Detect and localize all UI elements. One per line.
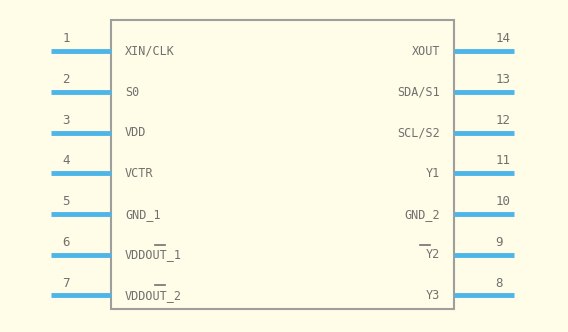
Text: 1: 1 bbox=[62, 33, 70, 45]
Text: XIN/CLK: XIN/CLK bbox=[125, 45, 175, 58]
Text: 14: 14 bbox=[495, 33, 511, 45]
Text: 7: 7 bbox=[62, 277, 70, 290]
Text: Y3: Y3 bbox=[426, 289, 440, 302]
Text: 3: 3 bbox=[62, 114, 70, 127]
Text: GND_2: GND_2 bbox=[404, 208, 440, 221]
Text: S0: S0 bbox=[125, 86, 139, 99]
Bar bbox=[111, 20, 454, 309]
Text: GND_1: GND_1 bbox=[125, 208, 161, 221]
Text: 2: 2 bbox=[62, 73, 70, 86]
Text: 5: 5 bbox=[62, 195, 70, 208]
Text: VCTR: VCTR bbox=[125, 167, 153, 180]
Text: XOUT: XOUT bbox=[412, 45, 440, 58]
Text: Y1: Y1 bbox=[426, 167, 440, 180]
Text: SCL/S2: SCL/S2 bbox=[398, 126, 440, 139]
Text: 13: 13 bbox=[495, 73, 511, 86]
Text: 11: 11 bbox=[495, 154, 511, 167]
Text: 4: 4 bbox=[62, 154, 70, 167]
Text: 6: 6 bbox=[62, 236, 70, 249]
Text: Y2: Y2 bbox=[426, 248, 440, 261]
Text: VDDOUT_2: VDDOUT_2 bbox=[125, 289, 182, 302]
Text: 8: 8 bbox=[495, 277, 503, 290]
Text: VDD: VDD bbox=[125, 126, 147, 139]
Text: 9: 9 bbox=[495, 236, 503, 249]
Text: 10: 10 bbox=[495, 195, 511, 208]
Text: SDA/S1: SDA/S1 bbox=[398, 86, 440, 99]
Text: 12: 12 bbox=[495, 114, 511, 127]
Text: VDDOUT_1: VDDOUT_1 bbox=[125, 248, 182, 261]
